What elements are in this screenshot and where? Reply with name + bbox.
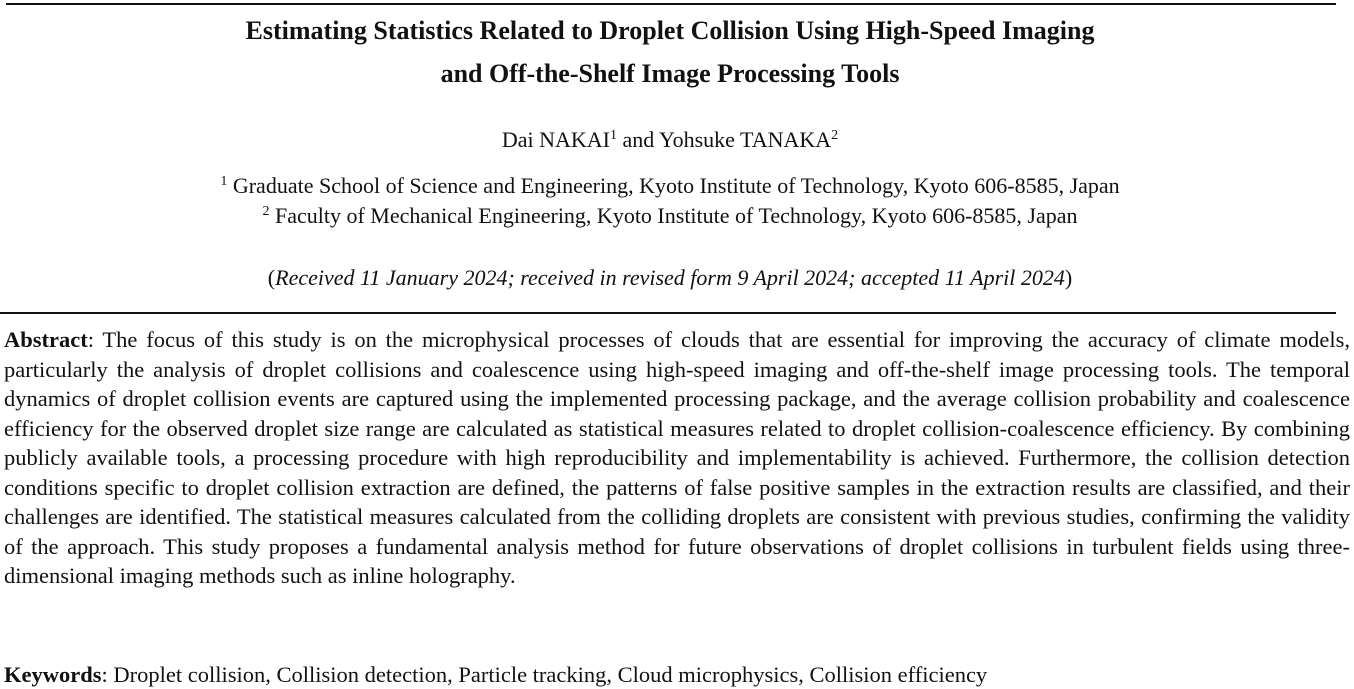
header-rule (0, 312, 1336, 314)
affiliation: 1 Graduate School of Science and Enginee… (0, 173, 1340, 199)
title-line: Estimating Statistics Related to Droplet… (245, 16, 1095, 45)
author-sup: 2 (831, 128, 839, 143)
affiliation-text: Faculty of Mechanical Engineering, Kyoto… (274, 203, 1078, 228)
bracket: ( (267, 265, 276, 290)
author-joiner: and (622, 127, 655, 152)
top-rule (6, 3, 1336, 5)
authors: Dai NAKAI1 and Yohsuke TANAKA2 (0, 127, 1340, 153)
received: (Received 11 January 2024; received in r… (0, 265, 1340, 291)
abstract: Abstract: The focus of this study is on … (4, 325, 1350, 591)
received-text: Received 11 January 2024; received in re… (275, 265, 1065, 290)
keywords: Keywords: Droplet collision, Collision d… (4, 662, 987, 688)
abstract-label: Abstract (4, 327, 88, 352)
affiliation-sup: 1 (220, 174, 228, 189)
author-name: Dai NAKAI (501, 127, 610, 152)
affiliation-sup: 2 (262, 204, 270, 219)
abstract-text: : The focus of this study is on the micr… (4, 327, 1350, 588)
affiliation: 2 Faculty of Mechanical Engineering, Kyo… (0, 203, 1340, 229)
keywords-text: : Droplet collision, Collision detection… (101, 662, 988, 687)
keywords-label: Keywords (4, 662, 102, 687)
title-line: and Off-the-Shelf Image Processing Tools (440, 59, 900, 88)
author-sup: 1 (609, 128, 617, 143)
author-name: Yohsuke TANAKA (658, 127, 832, 152)
bracket: ) (1064, 265, 1073, 290)
affiliation-text: Graduate School of Science and Engineeri… (232, 173, 1120, 198)
